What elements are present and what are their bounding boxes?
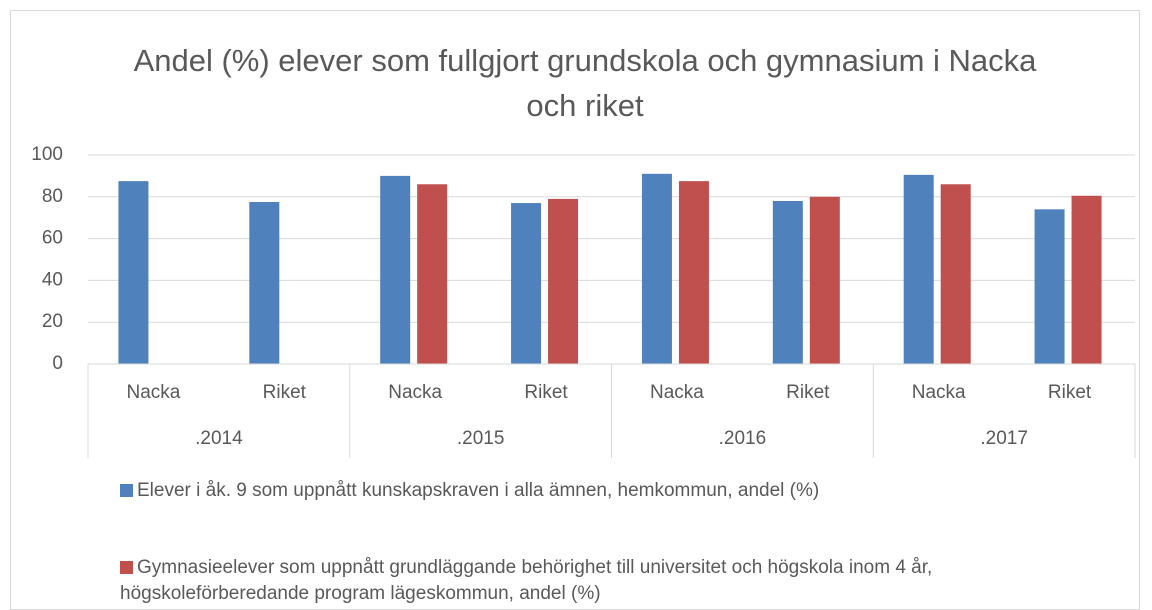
x-group-label: .2016 xyxy=(719,428,767,449)
bar xyxy=(641,173,672,364)
bar xyxy=(548,198,579,364)
bar xyxy=(1034,209,1065,364)
chart: 0 20 40 60 80 100 Nacka Riket Nacka Riket Nacka Rik… xyxy=(31,144,1136,458)
legend-label: Elever i åk. 9 som uppnått kunskapskrave… xyxy=(137,480,820,501)
page: Andel (%) elever som fullgjort grundskol… xyxy=(10,10,1140,610)
y-tick-label: 20 xyxy=(42,311,63,332)
bar xyxy=(511,203,542,364)
y-tick-label: 80 xyxy=(42,186,63,207)
bar xyxy=(809,196,840,364)
x-group-label: .2015 xyxy=(457,428,505,449)
x-group-label: .2017 xyxy=(980,428,1028,449)
x-tick-label: Nacka xyxy=(912,382,966,403)
bar xyxy=(118,181,149,364)
y-tick-label: 60 xyxy=(42,228,63,249)
bar xyxy=(380,175,411,364)
bar xyxy=(249,202,280,364)
y-tick-label: 100 xyxy=(31,144,63,165)
chart-title: Andel (%) elever som fullgjort grundskol… xyxy=(133,43,1037,123)
legend-item: Elever i åk. 9 som uppnått kunskapskrave… xyxy=(120,478,1020,504)
x-tick-label: Riket xyxy=(786,382,830,403)
y-tick-label: 0 xyxy=(52,353,63,374)
bar xyxy=(678,181,709,364)
x-tick-label: Riket xyxy=(524,382,568,403)
legend-item: Gymnasieelever som uppnått grundläggande… xyxy=(120,555,1020,607)
x-tick-label: Nacka xyxy=(650,382,704,403)
x-tick-label: Riket xyxy=(1048,382,1092,403)
legend-swatch xyxy=(120,561,133,574)
bar xyxy=(903,174,934,364)
bar xyxy=(772,200,803,364)
bar xyxy=(940,184,971,364)
bar xyxy=(1071,195,1102,364)
bar xyxy=(417,184,448,364)
x-tick-label: Riket xyxy=(263,382,307,403)
legend-label: Gymnasieelever som uppnått grundläggande… xyxy=(120,557,933,604)
x-tick-label: Nacka xyxy=(127,382,181,403)
x-tick-label: Nacka xyxy=(388,382,442,403)
x-group-label: .2014 xyxy=(195,428,243,449)
legend-swatch xyxy=(120,484,133,497)
y-tick-label: 40 xyxy=(42,269,63,290)
